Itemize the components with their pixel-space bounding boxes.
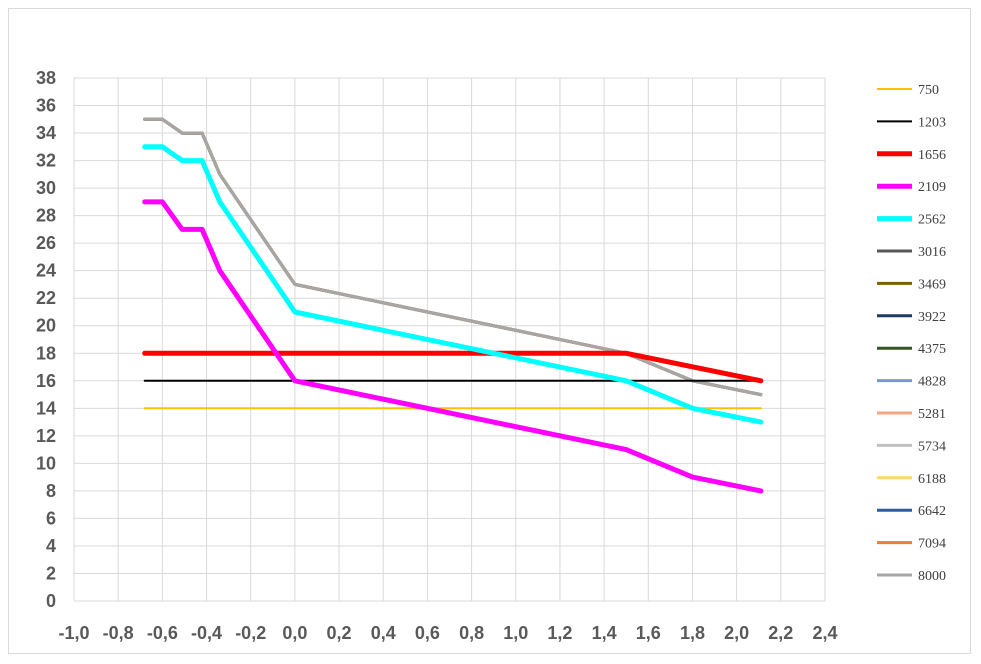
x-tick-label: 1,4 bbox=[592, 623, 617, 643]
x-tick-label: 1,6 bbox=[636, 623, 661, 643]
legend-label: 5281 bbox=[918, 407, 946, 422]
x-tick-label: 0,8 bbox=[459, 623, 484, 643]
y-tick-label: 34 bbox=[36, 123, 56, 143]
y-tick-label: 28 bbox=[36, 206, 56, 226]
gridlines bbox=[73, 77, 826, 602]
legend-label: 6188 bbox=[918, 472, 946, 487]
legend-label: 1656 bbox=[918, 148, 946, 163]
y-tick-label: 32 bbox=[36, 151, 56, 171]
y-tick-label: 6 bbox=[46, 508, 56, 528]
y-tick-label: 4 bbox=[46, 536, 56, 556]
x-axis-ticks: -1,0 -0,8 -0,6 -0,4 -0,2 0,0 0,2 0,4 0,6 0,8 1,0 1,… bbox=[58, 623, 837, 643]
series-line-2562 bbox=[142, 144, 764, 425]
x-tick-label: -1,0 bbox=[58, 623, 89, 643]
y-tick-label: 18 bbox=[36, 343, 56, 363]
y-tick-label: 10 bbox=[36, 453, 56, 473]
x-tick-label: 2,0 bbox=[724, 623, 749, 643]
y-tick-label: 36 bbox=[36, 96, 56, 116]
legend-label: 3469 bbox=[918, 277, 946, 292]
x-tick-label: -0,4 bbox=[191, 623, 222, 643]
x-tick-label: 2,4 bbox=[812, 623, 837, 643]
x-tick-label: 0,0 bbox=[282, 623, 307, 643]
y-tick-label: 24 bbox=[36, 261, 56, 281]
legend-label: 4828 bbox=[918, 375, 946, 390]
x-tick-label: 1,0 bbox=[503, 623, 528, 643]
y-tick-label: 12 bbox=[36, 426, 56, 446]
legend-label: 2109 bbox=[918, 180, 946, 195]
legend-label: 750 bbox=[918, 83, 939, 98]
legend-label: 7094 bbox=[918, 537, 946, 552]
y-tick-label: 22 bbox=[36, 288, 56, 308]
x-tick-label: 0,4 bbox=[371, 623, 396, 643]
series-line-8000 bbox=[143, 117, 763, 397]
y-tick-label: 26 bbox=[36, 233, 56, 253]
y-tick-label: 2 bbox=[46, 563, 56, 583]
y-tick-label: 38 bbox=[36, 68, 56, 88]
legend-label: 4375 bbox=[918, 342, 946, 357]
legend-label: 6642 bbox=[918, 504, 946, 519]
legend-label: 3016 bbox=[918, 245, 946, 260]
y-tick-label: 30 bbox=[36, 178, 56, 198]
x-tick-label: -0,2 bbox=[235, 623, 266, 643]
legend-label: 2562 bbox=[918, 213, 946, 228]
legend-label: 1203 bbox=[918, 115, 946, 130]
series-line-2109 bbox=[142, 199, 764, 494]
x-tick-label: 1,2 bbox=[547, 623, 572, 643]
legend-label: 3922 bbox=[918, 310, 946, 325]
x-tick-label: 0,2 bbox=[327, 623, 352, 643]
legend: 750 1203 1656 2109 2562 3016 3469 3922 4375 4828 5… bbox=[877, 83, 946, 584]
y-tick-label: 20 bbox=[36, 316, 56, 336]
y-tick-label: 16 bbox=[36, 371, 56, 391]
x-tick-label: -0,6 bbox=[147, 623, 178, 643]
x-tick-label: -0,8 bbox=[103, 623, 134, 643]
y-tick-label: 14 bbox=[36, 398, 56, 418]
x-tick-label: 0,6 bbox=[415, 623, 440, 643]
legend-label: 8000 bbox=[918, 569, 946, 584]
x-tick-label: 1,8 bbox=[680, 623, 705, 643]
y-tick-label: 0 bbox=[46, 591, 56, 611]
series-line-1656 bbox=[142, 350, 764, 384]
y-tick-label: 8 bbox=[46, 481, 56, 501]
series-lines bbox=[142, 117, 764, 494]
legend-label: 5734 bbox=[918, 439, 946, 454]
x-tick-label: 2,2 bbox=[768, 623, 793, 643]
